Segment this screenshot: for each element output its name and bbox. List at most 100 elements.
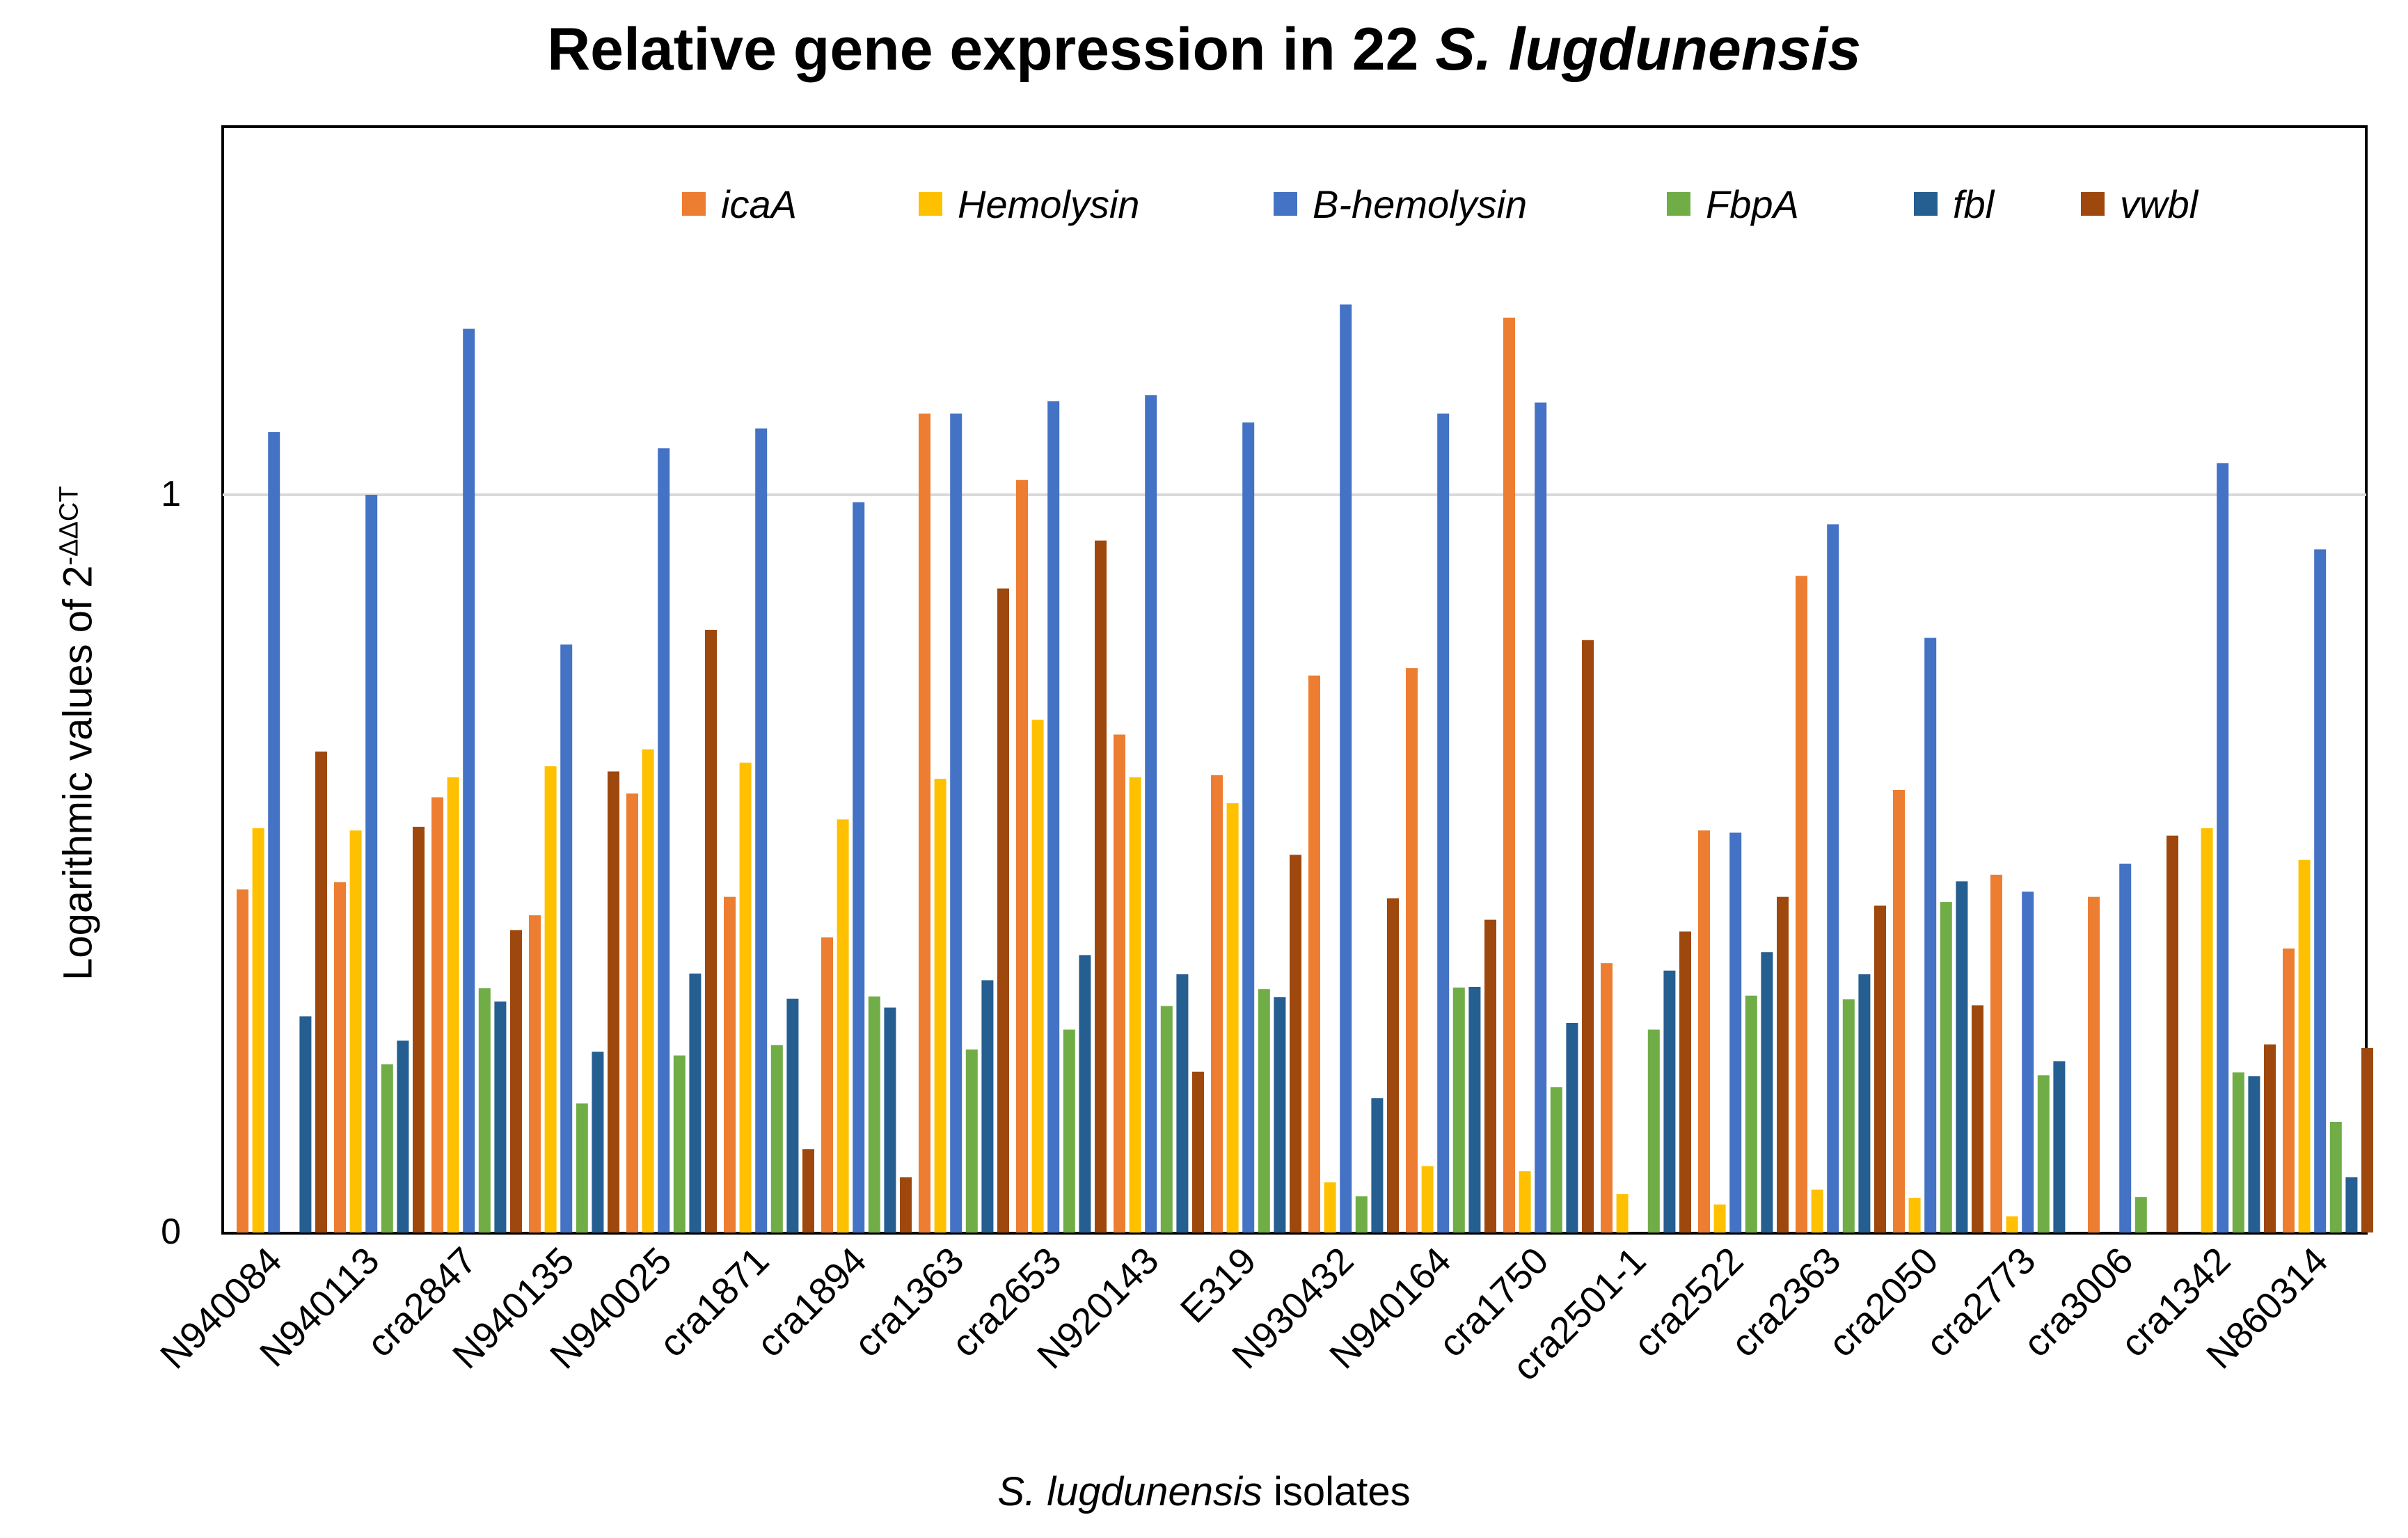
bar-vwbl-e319 bbox=[1290, 855, 1301, 1232]
bar-fbpa-cra2501-1 bbox=[1647, 1029, 1660, 1232]
bar-fbpa-n930432 bbox=[1355, 1196, 1368, 1232]
bar-hemolysin-cra1871 bbox=[739, 762, 752, 1232]
bar-icaa-cra2363 bbox=[1796, 576, 1807, 1232]
x-tick-cra1363: cra1363 bbox=[846, 1239, 972, 1365]
legend-label-vwbl: vwbl bbox=[2120, 182, 2199, 226]
chart-title-species: S. lugdunensis bbox=[1435, 16, 1861, 83]
bar-fbpa-cra2522 bbox=[1745, 995, 1757, 1232]
bar-icaa-n940025 bbox=[626, 793, 638, 1232]
bar-fbl-n940135 bbox=[592, 1052, 604, 1232]
bar-fbl-cra2501-1 bbox=[1663, 970, 1676, 1232]
bar-fbl-cra1871 bbox=[786, 999, 799, 1232]
bar-b-hemolysin-cra1363 bbox=[950, 413, 963, 1232]
bar-hemolysin-cra1894 bbox=[837, 819, 849, 1232]
bar-vwbl-cra1871 bbox=[802, 1149, 814, 1232]
bar-fbl-cra2363 bbox=[1858, 974, 1871, 1232]
bar-hemolysin-n940113 bbox=[349, 830, 362, 1232]
legend-label-b-hemolysin: B-hemolysin bbox=[1313, 182, 1528, 226]
bar-hemolysin-cra2050 bbox=[1908, 1198, 1921, 1232]
bar-fbl-e319 bbox=[1274, 997, 1286, 1232]
bar-vwbl-n940025 bbox=[705, 630, 717, 1232]
bar-b-hemolysin-cra3006 bbox=[2119, 864, 2132, 1232]
bar-hemolysin-cra2773 bbox=[2006, 1216, 2018, 1232]
bar-fbpa-cra2847 bbox=[478, 988, 491, 1232]
bar-icaa-cra2522 bbox=[1698, 830, 1710, 1232]
x-tick-cra2522: cra2522 bbox=[1626, 1239, 1751, 1365]
x-axis-label-species: S. lugdunensis bbox=[997, 1469, 1262, 1514]
bar-b-hemolysin-n940084 bbox=[268, 431, 280, 1232]
bar-fbl-n920143 bbox=[1176, 974, 1189, 1232]
bar-b-hemolysin-n860314 bbox=[2314, 549, 2327, 1232]
bar-fbl-n930432 bbox=[1371, 1098, 1384, 1232]
bar-icaa-n940084 bbox=[237, 889, 248, 1232]
x-tick-cra1894: cra1894 bbox=[749, 1239, 874, 1365]
bar-b-hemolysin-cra1894 bbox=[853, 502, 865, 1232]
bar-vwbl-cra1342 bbox=[2264, 1044, 2276, 1232]
bar-b-hemolysin-cra1871 bbox=[755, 428, 768, 1232]
bar-vwbl-n920143 bbox=[1192, 1071, 1204, 1232]
bar-fbl-cra1894 bbox=[884, 1007, 896, 1232]
plot-area bbox=[221, 125, 2368, 1235]
x-tick-cra2363: cra2363 bbox=[1723, 1239, 1848, 1365]
x-tick-cra2050: cra2050 bbox=[1821, 1239, 1946, 1365]
bar-hemolysin-cra1750 bbox=[1519, 1171, 1531, 1232]
bar-b-hemolysin-cra1750 bbox=[1535, 402, 1547, 1232]
bar-vwbl-n930432 bbox=[1387, 898, 1399, 1232]
bar-fbl-cra2847 bbox=[494, 1001, 507, 1232]
bar-vwbl-cra2522 bbox=[1777, 896, 1789, 1232]
x-tick-cra2773: cra2773 bbox=[1918, 1239, 2043, 1365]
bars-group bbox=[237, 304, 2373, 1233]
legend-label-fbpa: FbpA bbox=[1706, 182, 1799, 226]
bar-fbpa-cra3006 bbox=[2134, 1197, 2147, 1232]
y-axis-label-sup: -ΔΔCT bbox=[54, 486, 84, 566]
bar-fbpa-n940113 bbox=[381, 1064, 393, 1232]
bar-hemolysin-cra2522 bbox=[1713, 1204, 1726, 1232]
legend-swatch-fbpa bbox=[1667, 192, 1690, 216]
bar-vwbl-n860314 bbox=[2361, 1048, 2373, 1232]
bar-fbl-n940164 bbox=[1468, 987, 1481, 1232]
bar-hemolysin-cra1342 bbox=[2201, 828, 2213, 1232]
bar-fbl-n940113 bbox=[397, 1040, 409, 1232]
legend-label-fbl: fbl bbox=[1953, 182, 1995, 226]
bar-vwbl-cra2363 bbox=[1874, 905, 1886, 1232]
bar-fbpa-n920143 bbox=[1160, 1006, 1173, 1232]
legend-item-b-hemolysin: B-hemolysin bbox=[1274, 182, 1667, 227]
bar-vwbl-n940084 bbox=[315, 751, 327, 1232]
bar-fbpa-cra2050 bbox=[1940, 902, 1952, 1232]
bar-b-hemolysin-cra2847 bbox=[463, 328, 475, 1232]
bar-b-hemolysin-cra2363 bbox=[1827, 524, 1839, 1232]
x-tick-e319: E319 bbox=[1173, 1239, 1265, 1331]
bar-vwbl-cra1363 bbox=[997, 588, 1009, 1232]
x-tick-cra1871: cra1871 bbox=[651, 1239, 777, 1365]
bar-hemolysin-cra2847 bbox=[447, 777, 459, 1232]
bar-b-hemolysin-cra2522 bbox=[1729, 832, 1742, 1232]
bar-vwbl-cra1894 bbox=[900, 1177, 912, 1232]
legend-item-vwbl: vwbl bbox=[2081, 182, 2234, 227]
bar-b-hemolysin-n920143 bbox=[1145, 395, 1157, 1232]
bar-fbl-cra1750 bbox=[1566, 1023, 1578, 1232]
legend-swatch-vwbl bbox=[2081, 192, 2105, 216]
bar-fbl-cra1363 bbox=[981, 980, 994, 1232]
bar-hemolysin-cra1363 bbox=[934, 779, 946, 1232]
bar-b-hemolysin-cra2773 bbox=[2022, 891, 2034, 1232]
bar-b-hemolysin-n940135 bbox=[560, 644, 573, 1232]
bar-b-hemolysin-e319 bbox=[1242, 422, 1255, 1232]
legend-swatch-fbl bbox=[1914, 192, 1938, 216]
bar-b-hemolysin-n940025 bbox=[658, 448, 670, 1233]
bar-vwbl-n940135 bbox=[608, 771, 619, 1232]
legend-item-fbl: fbl bbox=[1914, 182, 2081, 227]
bar-icaa-n860314 bbox=[2283, 948, 2295, 1232]
bar-icaa-cra2501-1 bbox=[1601, 963, 1613, 1232]
bar-fbpa-e319 bbox=[1258, 989, 1270, 1232]
bar-fbpa-n940164 bbox=[1452, 988, 1465, 1232]
bar-icaa-cra2653 bbox=[1016, 479, 1028, 1232]
bar-hemolysin-n940084 bbox=[252, 828, 264, 1232]
y-tick-0: 0 bbox=[161, 1212, 181, 1252]
bar-fbpa-cra2653 bbox=[1063, 1029, 1075, 1232]
bar-icaa-n920143 bbox=[1114, 734, 1125, 1232]
bar-hemolysin-cra2653 bbox=[1031, 720, 1044, 1232]
y-axis-label-text: Logarithmic values of 2 bbox=[55, 565, 101, 981]
x-axis-label-rest: isolates bbox=[1262, 1469, 1411, 1514]
bar-b-hemolysin-n940164 bbox=[1437, 413, 1450, 1232]
bar-fbl-n940084 bbox=[299, 1016, 312, 1232]
